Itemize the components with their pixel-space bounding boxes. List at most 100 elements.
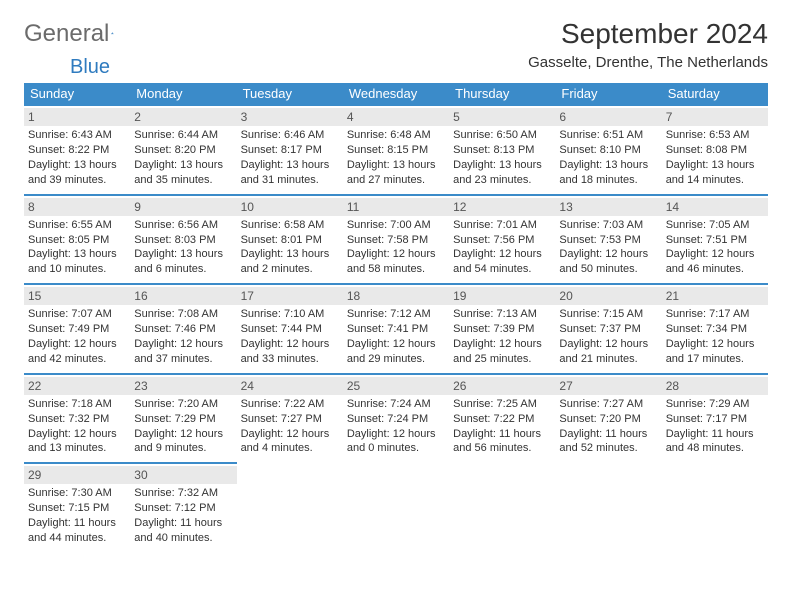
day-number: 1	[24, 108, 130, 126]
daylight-text: and 37 minutes.	[134, 352, 232, 367]
calendar-cell: 8Sunrise: 6:55 AMSunset: 8:05 PMDaylight…	[24, 195, 130, 285]
day-number: 3	[237, 108, 343, 126]
daylight-text: and 23 minutes.	[453, 173, 551, 188]
daylight-text: and 52 minutes.	[559, 441, 657, 456]
daylight-text: and 42 minutes.	[28, 352, 126, 367]
daylight-text: and 27 minutes.	[347, 173, 445, 188]
daylight-text: Daylight: 12 hours	[28, 337, 126, 352]
daylight-text: Daylight: 12 hours	[559, 247, 657, 262]
calendar-cell: 18Sunrise: 7:12 AMSunset: 7:41 PMDayligh…	[343, 284, 449, 374]
daylight-text: and 14 minutes.	[666, 173, 764, 188]
calendar-cell: 28Sunrise: 7:29 AMSunset: 7:17 PMDayligh…	[662, 374, 768, 464]
calendar-cell	[343, 463, 449, 552]
calendar-cell: 15Sunrise: 7:07 AMSunset: 7:49 PMDayligh…	[24, 284, 130, 374]
sunset-text: Sunset: 8:13 PM	[453, 143, 551, 158]
daylight-text: Daylight: 12 hours	[347, 337, 445, 352]
sunrise-text: Sunrise: 7:30 AM	[28, 486, 126, 501]
daylight-text: Daylight: 13 hours	[666, 158, 764, 173]
calendar-cell: 29Sunrise: 7:30 AMSunset: 7:15 PMDayligh…	[24, 463, 130, 552]
sunset-text: Sunset: 7:15 PM	[28, 501, 126, 516]
calendar-cell	[555, 463, 661, 552]
sunset-text: Sunset: 7:22 PM	[453, 412, 551, 427]
day-number: 6	[555, 108, 661, 126]
day-number: 25	[343, 377, 449, 395]
calendar-cell: 20Sunrise: 7:15 AMSunset: 7:37 PMDayligh…	[555, 284, 661, 374]
calendar-cell: 3Sunrise: 6:46 AMSunset: 8:17 PMDaylight…	[237, 105, 343, 195]
sunrise-text: Sunrise: 6:53 AM	[666, 128, 764, 143]
calendar-cell: 25Sunrise: 7:24 AMSunset: 7:24 PMDayligh…	[343, 374, 449, 464]
sunrise-text: Sunrise: 7:17 AM	[666, 307, 764, 322]
day-number: 28	[662, 377, 768, 395]
daylight-text: Daylight: 12 hours	[134, 427, 232, 442]
sunset-text: Sunset: 7:56 PM	[453, 233, 551, 248]
daylight-text: Daylight: 12 hours	[559, 337, 657, 352]
sunrise-text: Sunrise: 7:08 AM	[134, 307, 232, 322]
day-header: Tuesday	[237, 83, 343, 105]
daylight-text: and 54 minutes.	[453, 262, 551, 277]
daylight-text: and 17 minutes.	[666, 352, 764, 367]
sunrise-text: Sunrise: 7:29 AM	[666, 397, 764, 412]
calendar-cell: 4Sunrise: 6:48 AMSunset: 8:15 PMDaylight…	[343, 105, 449, 195]
sunrise-text: Sunrise: 6:55 AM	[28, 218, 126, 233]
sunset-text: Sunset: 8:08 PM	[666, 143, 764, 158]
daylight-text: Daylight: 12 hours	[666, 247, 764, 262]
day-number: 10	[237, 198, 343, 216]
day-header: Thursday	[449, 83, 555, 105]
day-header: Wednesday	[343, 83, 449, 105]
sunrise-text: Sunrise: 7:12 AM	[347, 307, 445, 322]
day-number: 15	[24, 287, 130, 305]
sunrise-text: Sunrise: 6:51 AM	[559, 128, 657, 143]
calendar-cell: 12Sunrise: 7:01 AMSunset: 7:56 PMDayligh…	[449, 195, 555, 285]
day-header: Friday	[555, 83, 661, 105]
sunrise-text: Sunrise: 7:24 AM	[347, 397, 445, 412]
day-number: 23	[130, 377, 236, 395]
day-header: Saturday	[662, 83, 768, 105]
day-number: 21	[662, 287, 768, 305]
calendar-cell: 27Sunrise: 7:27 AMSunset: 7:20 PMDayligh…	[555, 374, 661, 464]
sunset-text: Sunset: 8:15 PM	[347, 143, 445, 158]
day-number: 14	[662, 198, 768, 216]
logo-sail-icon	[111, 25, 114, 41]
sunset-text: Sunset: 7:46 PM	[134, 322, 232, 337]
daylight-text: Daylight: 11 hours	[559, 427, 657, 442]
calendar-cell: 5Sunrise: 6:50 AMSunset: 8:13 PMDaylight…	[449, 105, 555, 195]
day-header: Sunday	[24, 83, 130, 105]
sunset-text: Sunset: 7:17 PM	[666, 412, 764, 427]
calendar-row: 15Sunrise: 7:07 AMSunset: 7:49 PMDayligh…	[24, 284, 768, 374]
daylight-text: Daylight: 13 hours	[28, 158, 126, 173]
sunrise-text: Sunrise: 6:48 AM	[347, 128, 445, 143]
daylight-text: and 58 minutes.	[347, 262, 445, 277]
daylight-text: and 50 minutes.	[559, 262, 657, 277]
daylight-text: Daylight: 13 hours	[134, 247, 232, 262]
daylight-text: Daylight: 12 hours	[666, 337, 764, 352]
daylight-text: Daylight: 13 hours	[134, 158, 232, 173]
day-number: 22	[24, 377, 130, 395]
day-number: 17	[237, 287, 343, 305]
day-number: 2	[130, 108, 236, 126]
sunrise-text: Sunrise: 7:13 AM	[453, 307, 551, 322]
day-header: Monday	[130, 83, 236, 105]
sunrise-text: Sunrise: 6:46 AM	[241, 128, 339, 143]
day-header-row: Sunday Monday Tuesday Wednesday Thursday…	[24, 83, 768, 105]
daylight-text: and 33 minutes.	[241, 352, 339, 367]
calendar-cell: 9Sunrise: 6:56 AMSunset: 8:03 PMDaylight…	[130, 195, 236, 285]
calendar-cell: 11Sunrise: 7:00 AMSunset: 7:58 PMDayligh…	[343, 195, 449, 285]
calendar-cell: 30Sunrise: 7:32 AMSunset: 7:12 PMDayligh…	[130, 463, 236, 552]
calendar-cell: 26Sunrise: 7:25 AMSunset: 7:22 PMDayligh…	[449, 374, 555, 464]
sunrise-text: Sunrise: 7:20 AM	[134, 397, 232, 412]
calendar-page: General September 2024 Gasselte, Drenthe…	[0, 0, 792, 612]
daylight-text: Daylight: 12 hours	[347, 247, 445, 262]
daylight-text: Daylight: 12 hours	[134, 337, 232, 352]
daylight-text: Daylight: 12 hours	[453, 337, 551, 352]
calendar-cell: 19Sunrise: 7:13 AMSunset: 7:39 PMDayligh…	[449, 284, 555, 374]
calendar-cell: 23Sunrise: 7:20 AMSunset: 7:29 PMDayligh…	[130, 374, 236, 464]
sunset-text: Sunset: 8:17 PM	[241, 143, 339, 158]
sunset-text: Sunset: 7:37 PM	[559, 322, 657, 337]
sunset-text: Sunset: 7:12 PM	[134, 501, 232, 516]
day-number: 4	[343, 108, 449, 126]
calendar-row: 8Sunrise: 6:55 AMSunset: 8:05 PMDaylight…	[24, 195, 768, 285]
sunset-text: Sunset: 8:01 PM	[241, 233, 339, 248]
sunset-text: Sunset: 7:53 PM	[559, 233, 657, 248]
day-number: 26	[449, 377, 555, 395]
sunrise-text: Sunrise: 6:56 AM	[134, 218, 232, 233]
